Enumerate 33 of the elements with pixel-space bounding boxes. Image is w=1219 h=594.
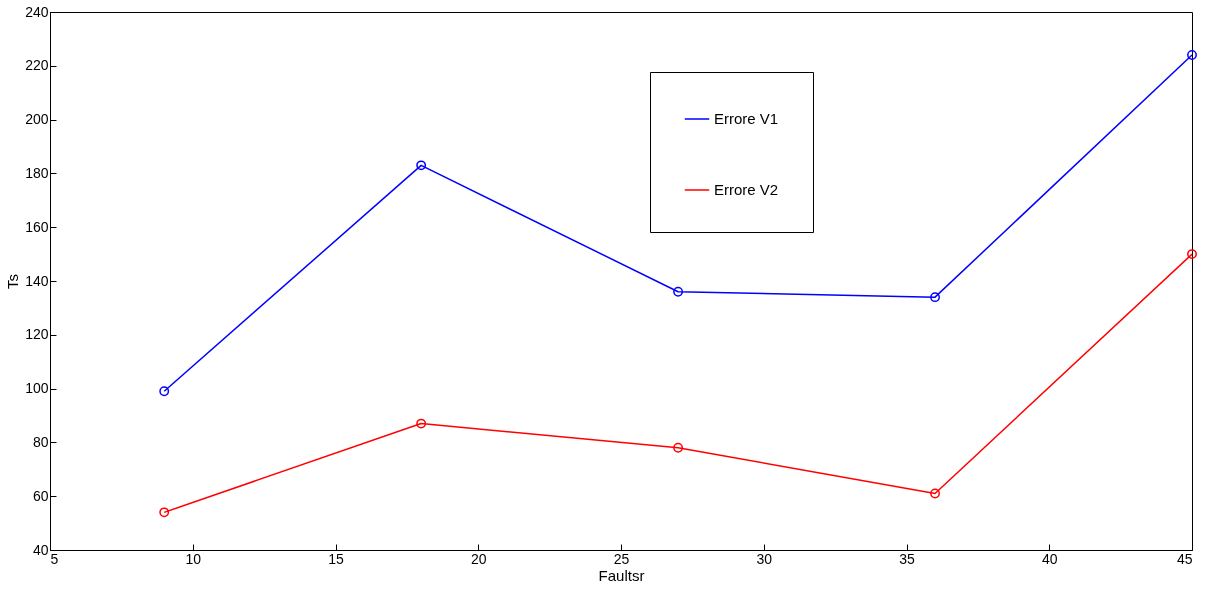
y-tick-label: 60: [32, 487, 49, 504]
y-tick-label: 200: [25, 111, 49, 128]
y-tick-label: 140: [25, 272, 49, 289]
y-tick-label: 100: [25, 380, 49, 397]
y-tick-label: 220: [25, 57, 49, 74]
y-axis-title: Ts: [4, 274, 22, 289]
x-tick-label: 20: [470, 550, 487, 567]
x-tick-label: 35: [899, 550, 915, 567]
point: [159, 507, 170, 518]
point: [416, 160, 427, 171]
y-tick-label: 180: [25, 164, 49, 181]
point: [416, 418, 427, 429]
point: [1187, 249, 1197, 260]
x-tick-label: 45: [1176, 550, 1193, 567]
x-axis-title: Faultsr: [598, 566, 645, 584]
point: [1187, 50, 1197, 60]
point: [159, 386, 170, 397]
x-tick-label: 40: [1041, 550, 1058, 567]
x-tick-label: 15: [328, 550, 344, 567]
x-tick-label: 5: [50, 550, 59, 567]
point: [930, 488, 940, 499]
point: [673, 442, 684, 453]
x-tick-label: 30: [756, 550, 773, 567]
y-tick-label: 120: [25, 326, 49, 343]
legend-label: Errore V2: [714, 181, 779, 198]
x-tick-label: 10: [185, 550, 202, 567]
x-tick-label: 25: [613, 550, 630, 567]
point: [673, 286, 684, 297]
legend-label: Errore V1: [714, 110, 779, 127]
y-tick-label: 240: [25, 3, 49, 20]
y-tick-label: 160: [25, 218, 49, 235]
y-tick-label: 80: [32, 433, 49, 450]
point: [930, 292, 940, 303]
